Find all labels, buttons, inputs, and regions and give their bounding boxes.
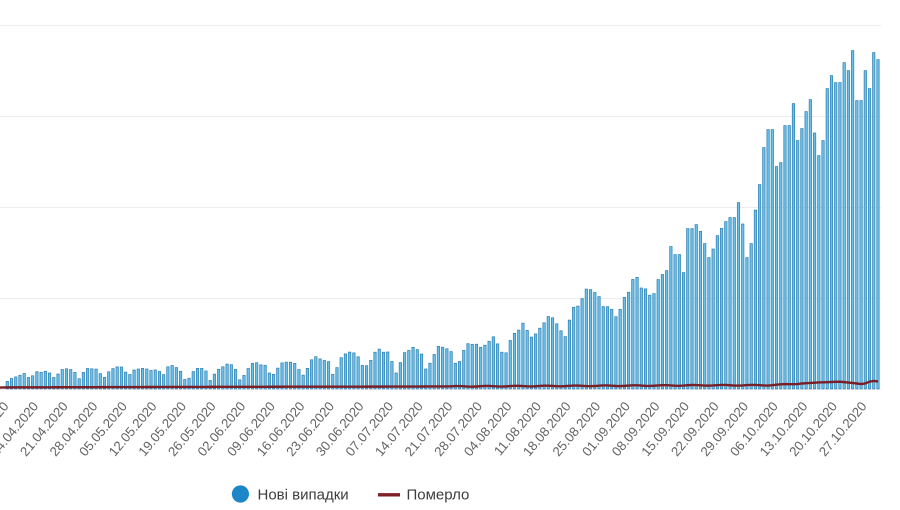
svg-text:Померло: Померло [407,487,470,504]
svg-text:Нові випадки: Нові випадки [258,487,349,504]
